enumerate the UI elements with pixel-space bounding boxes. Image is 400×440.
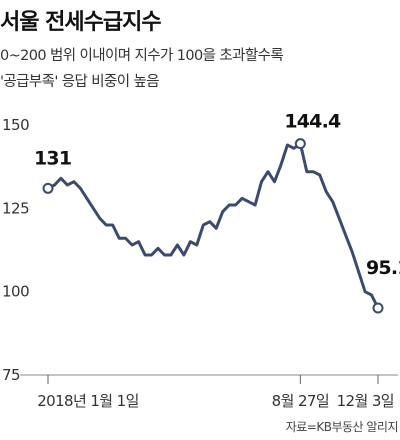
data-label: 144.4 bbox=[284, 111, 341, 133]
x-axis-ticks: 2018년 1월 1일 8월 27일 12월 3일 bbox=[37, 375, 395, 410]
y-tick-label: 75 bbox=[2, 366, 20, 384]
x-tick-label: 8월 27일 bbox=[272, 392, 329, 410]
x-tick-label: 12월 3일 bbox=[337, 392, 394, 410]
x-tick-label: 2018년 1월 1일 bbox=[37, 392, 139, 410]
y-tick-label: 100 bbox=[2, 283, 29, 301]
data-marker bbox=[294, 138, 306, 150]
data-label: 95.1 bbox=[366, 257, 400, 279]
series-line bbox=[46, 142, 380, 310]
data-label: 131 bbox=[34, 147, 71, 169]
source-note: 자료=KB부동산 알리지 bbox=[285, 420, 399, 434]
chart-title: 서울 전세수급지수 bbox=[0, 10, 162, 35]
y-axis-ticks: 150 125 100 75 bbox=[2, 116, 30, 384]
data-marker bbox=[42, 182, 54, 194]
y-tick-label: 150 bbox=[2, 116, 29, 134]
chart-subtitle-line-2: '공급부족' 응답 비중이 높음 bbox=[0, 74, 160, 90]
data-marker bbox=[372, 302, 384, 314]
y-tick-label: 125 bbox=[2, 199, 29, 217]
data-markers bbox=[42, 138, 384, 314]
chart-subtitle-line-1: 0~200 범위 이내이며 지수가 100을 초과할수록 bbox=[0, 48, 284, 64]
data-labels: 131 144.4 95.1 bbox=[34, 111, 400, 279]
